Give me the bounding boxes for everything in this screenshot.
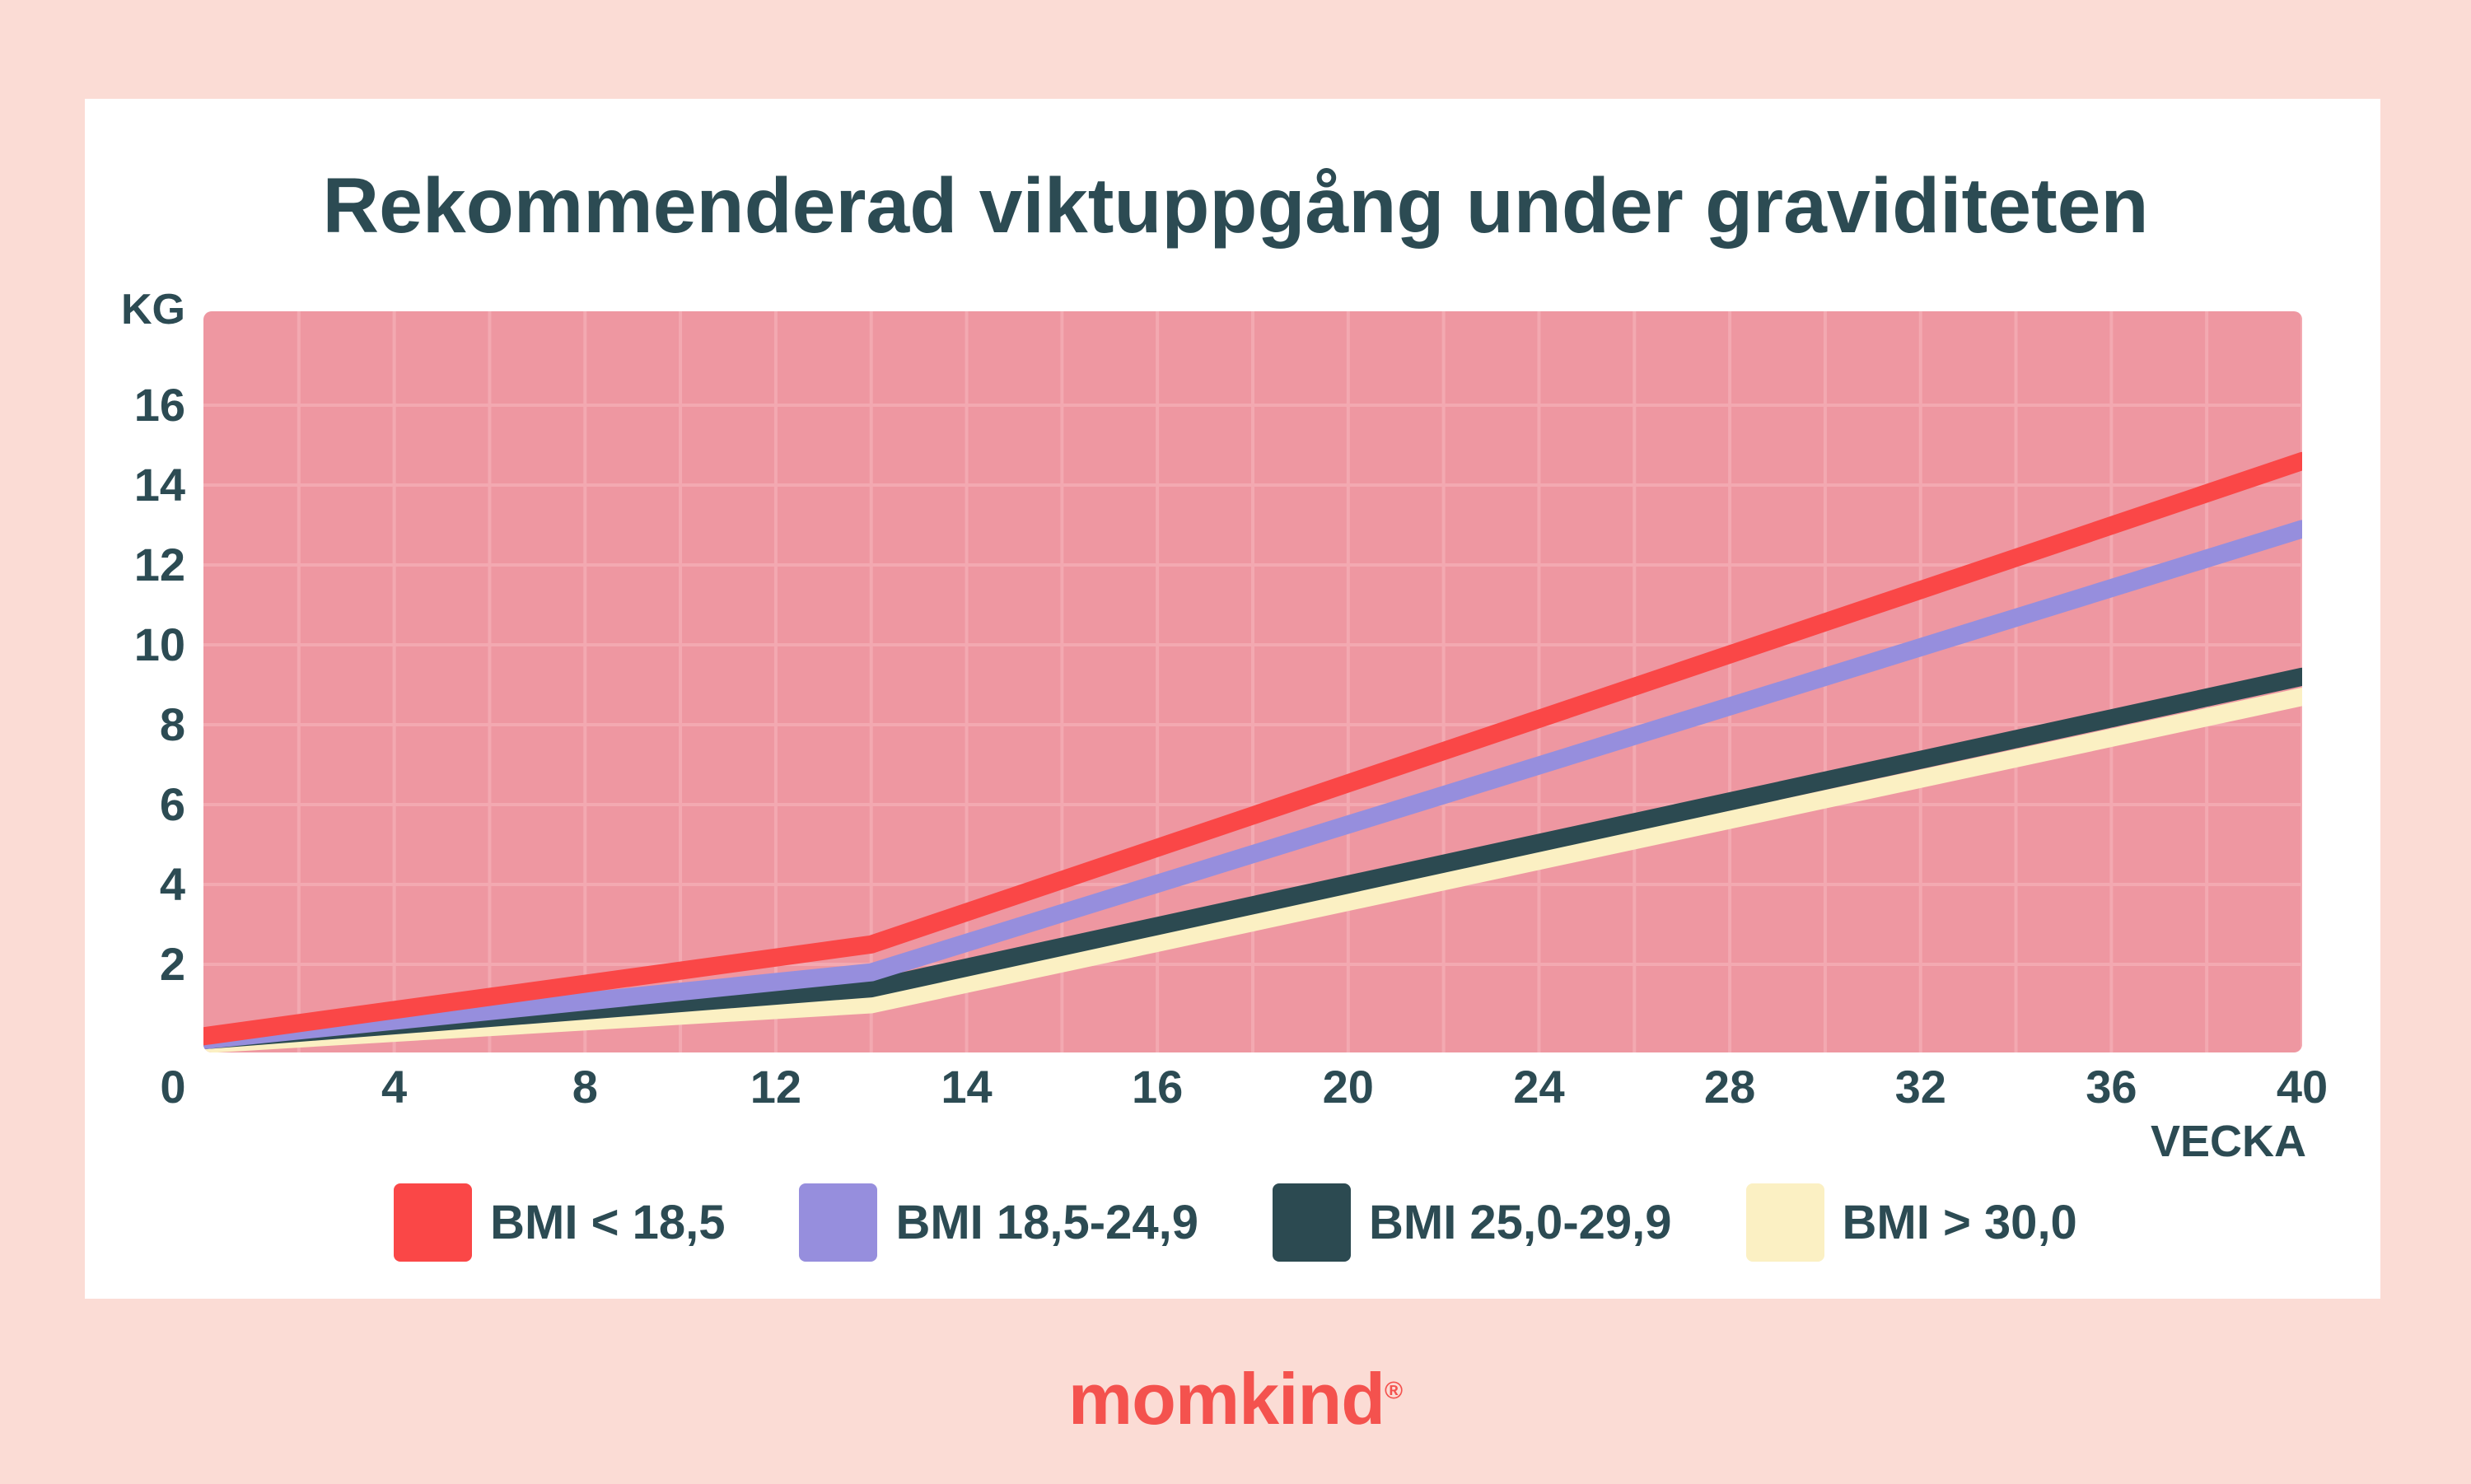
y-tick-label-12: 12 [133, 539, 185, 590]
x-axis-unit-label: VECKA [2150, 1117, 2306, 1166]
weight-gain-chart [203, 311, 2302, 1052]
y-tick-label-8: 8 [159, 698, 185, 750]
momkind-logo: momkind® [0, 1357, 2471, 1441]
x-tick-label-40: 40 [2276, 1061, 2329, 1113]
x-tick-label-14: 14 [941, 1061, 993, 1113]
legend-swatch-icon [1745, 1183, 1824, 1262]
legend-swatch-icon [1273, 1183, 1351, 1262]
y-tick-label-6: 6 [159, 778, 185, 830]
x-tick-label-4: 4 [381, 1061, 408, 1113]
y-tick-label-14: 14 [133, 459, 185, 511]
legend-item-4: BMI > 30,0 [1745, 1183, 2077, 1262]
x-tick-label-36: 36 [2086, 1061, 2137, 1113]
y-tick-label-4: 4 [159, 858, 185, 910]
logo-text: momkind [1067, 1358, 1385, 1440]
legend-label: BMI < 18,5 [490, 1196, 726, 1249]
legend-label: BMI 18,5-24,9 [895, 1196, 1198, 1249]
x-tick-label-32: 32 [1894, 1061, 1946, 1113]
x-tick-label-28: 28 [1703, 1061, 1756, 1113]
x-tick-label-24: 24 [1513, 1061, 1565, 1113]
x-tick-label-20: 20 [1322, 1061, 1374, 1113]
line-bmi-18-5 [203, 451, 2302, 1046]
legend-swatch-icon [799, 1183, 878, 1262]
plot-area [203, 311, 2302, 1052]
x-tick-label-12: 12 [750, 1061, 802, 1113]
y-tick-label-10: 10 [133, 618, 185, 670]
chart-legend: BMI < 18,5 BMI 18,5-24,9 BMI 25,0-29,9 BMI … [0, 1183, 2471, 1262]
y-axis-unit-label: KG [121, 286, 185, 334]
legend-item-2: BMI 18,5-24,9 [799, 1183, 1198, 1262]
x-tick-label-0: 0 [160, 1061, 186, 1113]
legend-label: BMI 25,0-29,9 [1369, 1196, 1672, 1249]
legend-swatch-icon [394, 1183, 473, 1262]
legend-item-1: BMI < 18,5 [394, 1183, 725, 1262]
legend-label: BMI > 30,0 [1842, 1196, 2077, 1249]
legend-item-3: BMI 25,0-29,9 [1273, 1183, 1672, 1262]
y-tick-label-16: 16 [133, 379, 185, 431]
registered-trademark-icon: ® [1385, 1377, 1404, 1405]
chart-title: Rekommenderad viktuppgång under gravidit… [322, 162, 2149, 250]
y-tick-label-2: 2 [159, 938, 185, 990]
x-tick-label-16: 16 [1132, 1061, 1184, 1113]
x-tick-label-8: 8 [572, 1061, 598, 1113]
line-bmi-18-5-24-9 [203, 520, 2302, 1050]
